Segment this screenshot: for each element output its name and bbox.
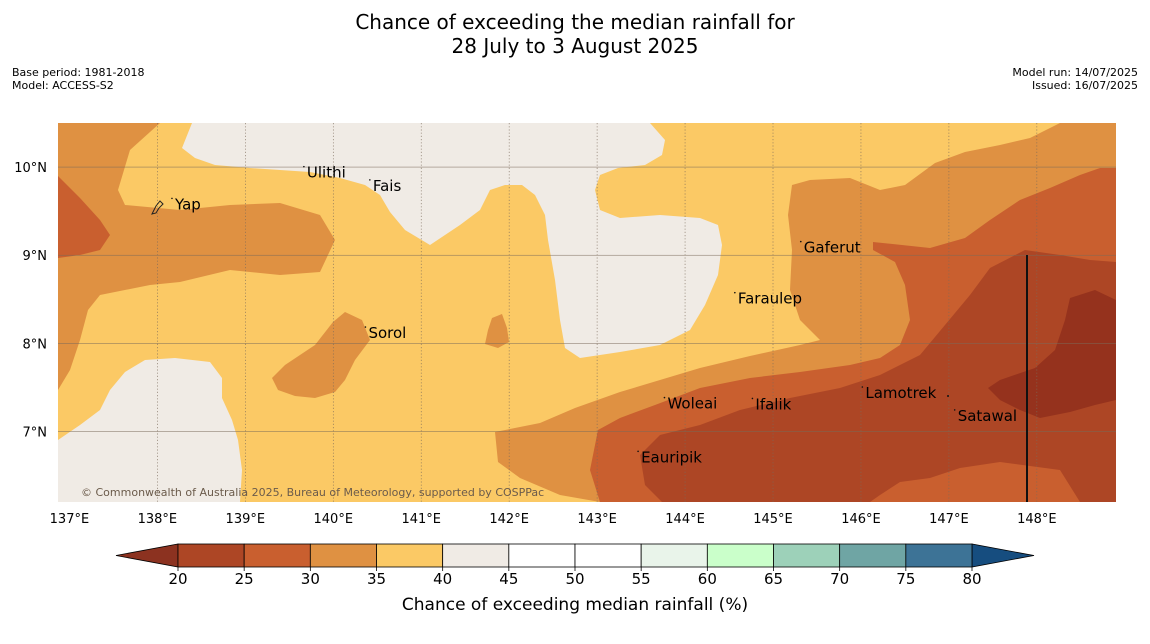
region-25-30-west xyxy=(58,176,110,258)
longitude-tick-label: 148°E xyxy=(1017,512,1057,527)
colorbar-tick-label: 25 xyxy=(235,570,254,588)
longitude-tick-label: 137°E xyxy=(50,512,90,527)
graticule xyxy=(58,123,1116,502)
colorbar-tick-label: 80 xyxy=(962,570,981,588)
model-run-text: Model run: 14/07/2025 xyxy=(1012,66,1138,79)
meta-right: Model run: 14/07/2025 Issued: 16/07/2025 xyxy=(1012,66,1138,92)
colorbar-segment xyxy=(442,543,510,568)
longitude-tick-label: 138°E xyxy=(138,512,178,527)
longitude-tick-label: 143°E xyxy=(577,512,617,527)
longitude-labels: 137°E 138°E 139°E 140°E 141°E 142°E 143°E 144°E… xyxy=(50,512,1057,527)
latitude-labels: 10°N 9°N 8°N 7°N xyxy=(14,161,47,440)
colorbar-tick-label: 55 xyxy=(632,570,651,588)
colorbar-segment xyxy=(309,543,377,568)
colorbar-segment xyxy=(243,543,311,568)
meta-left: Base period: 1981-2018 Model: ACCESS-S2 xyxy=(12,66,144,92)
base-period-text: Base period: 1981-2018 xyxy=(12,66,145,79)
colorbar: 20 25 30 35 40 45 50 55 60 65 70 75 80 xyxy=(115,543,1035,588)
longitude-tick-label: 145°E xyxy=(753,512,793,527)
latitude-tick-label: 8°N xyxy=(23,337,48,352)
region-40-45-southwest xyxy=(58,358,242,502)
islet-marker xyxy=(947,394,950,397)
longitude-tick-label: 140°E xyxy=(314,512,354,527)
place-labels: Yap Ulithi Fais Gaferut Faraulep Sorol Lamotre… xyxy=(171,164,1017,466)
region-30-35-west-top xyxy=(58,123,335,390)
place-marker xyxy=(303,165,305,168)
place-marker xyxy=(637,450,639,453)
colorbar-tick-label: 65 xyxy=(764,570,783,588)
longitude-tick-label: 139°E xyxy=(226,512,266,527)
place-label: Lamotrek xyxy=(865,384,936,402)
colorbar-tick-label: 40 xyxy=(433,570,452,588)
place-marker xyxy=(171,197,173,200)
colorbar-under-arrow xyxy=(115,543,179,568)
place-label: Faraulep xyxy=(738,290,802,308)
colorbar-segment xyxy=(905,543,973,568)
place-marker xyxy=(734,291,736,294)
model-text: Model: ACCESS-S2 xyxy=(12,79,114,92)
place-marker xyxy=(663,396,666,399)
region-40-45-north xyxy=(182,123,722,358)
colorbar-segment xyxy=(376,543,444,568)
longitude-tick-label: 146°E xyxy=(841,512,881,527)
map-title-line1: Chance of exceeding the median rainfall … xyxy=(355,10,795,34)
place-marker xyxy=(953,409,956,411)
place-label: Eauripik xyxy=(641,448,702,466)
colorbar-segment xyxy=(640,543,708,568)
copyright-text: © Commonwealth of Australia 2025, Bureau… xyxy=(81,486,544,499)
place-label: Ifalik xyxy=(755,395,791,413)
latitude-tick-label: 7°N xyxy=(23,425,48,440)
probability-fill-layer xyxy=(58,123,1116,502)
place-marker xyxy=(861,386,864,388)
place-label: Fais xyxy=(373,177,402,195)
longitude-tick-label: 144°E xyxy=(665,512,705,527)
longitude-tick-label: 141°E xyxy=(401,512,441,527)
place-label: Ulithi xyxy=(307,164,346,182)
latitude-tick-label: 9°N xyxy=(23,249,48,264)
colorbar-segment xyxy=(508,543,576,568)
colorbar-label: Chance of exceeding median rainfall (%) xyxy=(402,595,748,615)
region-30-35-islet xyxy=(485,314,509,348)
colorbar-tick-label: 70 xyxy=(830,570,849,588)
place-label: Yap xyxy=(174,195,201,213)
place-marker xyxy=(751,397,754,400)
yap-island-shape xyxy=(151,200,164,215)
region-below-20 xyxy=(988,290,1116,418)
region-20-25 xyxy=(640,250,1116,502)
colorbar-tick-label: 35 xyxy=(367,570,386,588)
colorbar-tick-label: 50 xyxy=(565,570,584,588)
region-30-35-sorol xyxy=(272,312,370,398)
longitude-tick-label: 147°E xyxy=(929,512,969,527)
colorbar-tick-label: 20 xyxy=(168,570,187,588)
place-marker xyxy=(364,326,367,328)
colorbar-segment xyxy=(706,543,774,568)
place-label: Gaferut xyxy=(804,239,861,257)
place-label: Satawal xyxy=(958,407,1017,425)
place-label: Sorol xyxy=(368,324,406,342)
colorbar-tick-label: 60 xyxy=(698,570,717,588)
latitude-tick-label: 10°N xyxy=(14,161,47,176)
colorbar-segment xyxy=(574,543,642,568)
place-label: Woleai xyxy=(667,395,717,413)
colorbar-tick-label: 30 xyxy=(301,570,320,588)
map-title-line2: 28 July to 3 August 2025 xyxy=(451,34,699,58)
longitude-tick-label: 142°E xyxy=(489,512,529,527)
colorbar-over-arrow xyxy=(971,543,1035,568)
colorbar-segment xyxy=(773,543,841,568)
issued-text: Issued: 16/07/2025 xyxy=(1031,79,1138,92)
colorbar-tick-label: 45 xyxy=(499,570,518,588)
colorbar-tick-label: 75 xyxy=(896,570,915,588)
colorbar-segment xyxy=(839,543,907,568)
place-marker xyxy=(369,179,371,181)
place-marker xyxy=(799,240,802,243)
colorbar-segment xyxy=(177,543,245,568)
